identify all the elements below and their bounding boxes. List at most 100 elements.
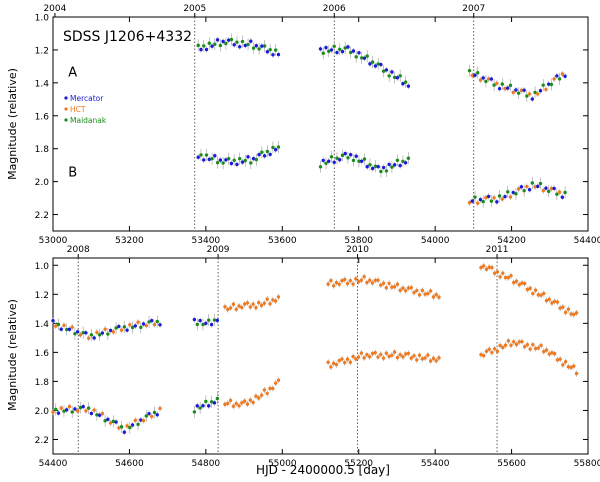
data-point-hct [423, 292, 427, 296]
data-point-hct [404, 352, 408, 356]
data-point-hct [503, 86, 507, 91]
data-point-hct [240, 305, 244, 310]
data-point-mercator [67, 327, 72, 332]
data-point-maidanak [555, 192, 559, 196]
data-point-maidanak [516, 91, 521, 95]
data-point-hct [351, 354, 355, 359]
data-point-mercator [207, 404, 211, 408]
x-tick-label: 55800 [574, 459, 600, 469]
data-point-maidanak [484, 79, 488, 84]
data-point-hct [384, 285, 389, 290]
data-point-mercator [324, 45, 328, 50]
data-point-hct [356, 355, 361, 359]
data-point-hct [370, 351, 375, 356]
data-point-hct [536, 92, 540, 96]
data-point-hct [387, 281, 391, 286]
data-point-maidanak [268, 47, 272, 52]
data-point-maidanak [249, 161, 253, 165]
data-point-hct [525, 287, 530, 292]
data-point-mercator [379, 62, 383, 67]
data-point-hct [522, 344, 527, 349]
data-point-maidanak [204, 153, 209, 157]
data-point-hct [406, 286, 411, 290]
data-point-hct [152, 322, 157, 327]
data-point-hct [417, 353, 422, 358]
data-point-maidanak [224, 41, 228, 46]
x-tick-label: 54400 [39, 459, 68, 469]
data-point-hct [365, 280, 369, 285]
data-point-maidanak [329, 155, 334, 159]
data-point-maidanak [327, 49, 331, 53]
data-point-mercator [84, 331, 88, 335]
data-point-mercator [395, 76, 400, 80]
data-point-hct [572, 312, 576, 317]
x-tick-label: 55000 [268, 459, 297, 469]
data-point-hct [509, 274, 513, 278]
data-point-maidanak [365, 54, 369, 58]
data-point-hct [508, 195, 513, 199]
data-point-hct [257, 396, 261, 400]
data-point-hct [549, 186, 554, 191]
data-point-mercator [114, 420, 118, 424]
data-point-maidanak [546, 189, 551, 194]
data-point-hct [552, 77, 556, 81]
year-label: 2004 [43, 4, 66, 14]
data-point-hct [359, 278, 364, 282]
data-point-maidanak [262, 44, 267, 48]
data-point-hct [519, 88, 524, 93]
legend-marker-maidanak [64, 118, 68, 122]
data-point-hct [428, 289, 433, 293]
data-point-mercator [198, 318, 202, 323]
data-point-mercator [229, 161, 234, 166]
data-point-hct [356, 280, 361, 284]
data-point-hct [531, 291, 535, 296]
y-tick-label: 2.2 [35, 436, 49, 446]
data-point-maidanak [403, 80, 408, 84]
data-point-mercator [218, 158, 223, 162]
data-point-maidanak [398, 74, 402, 78]
data-point-hct [381, 356, 386, 360]
data-point-maidanak [240, 39, 245, 44]
data-point-hct [398, 352, 402, 357]
data-point-hct [251, 302, 255, 306]
data-point-hct [226, 401, 230, 406]
data-point-hct [476, 201, 480, 205]
data-point-mercator [73, 407, 77, 411]
data-point-hct [417, 293, 422, 297]
y-tick-label: 1.2 [35, 291, 49, 301]
x-tick-label: 54800 [192, 459, 221, 469]
data-point-hct [566, 365, 571, 369]
data-point-mercator [260, 44, 264, 48]
data-point-mercator [276, 52, 281, 57]
data-point-maidanak [390, 165, 394, 169]
data-point-mercator [546, 82, 551, 86]
data-point-hct [144, 323, 148, 328]
data-point-mercator [235, 162, 239, 167]
y-tick-label: 1.4 [35, 79, 50, 89]
data-point-maidanak [198, 406, 202, 410]
data-point-maidanak [506, 190, 510, 194]
data-point-hct [237, 404, 241, 408]
data-point-hct [125, 424, 129, 428]
data-point-hct [331, 361, 336, 366]
data-point-maidanak [192, 410, 197, 414]
data-point-maidanak [95, 413, 99, 417]
data-point-hct [395, 355, 400, 360]
data-point-hct [478, 78, 483, 82]
data-point-mercator [75, 330, 80, 334]
data-point-maidanak [549, 82, 554, 87]
data-point-hct [351, 282, 355, 286]
x-tick-label: 54200 [497, 236, 526, 246]
data-point-maidanak [541, 83, 545, 87]
data-point-mercator [321, 158, 325, 163]
data-point-mercator [357, 51, 361, 55]
data-point-mercator [489, 77, 494, 81]
data-point-maidanak [481, 199, 485, 204]
data-point-hct [395, 282, 400, 286]
data-point-hct [541, 188, 545, 193]
data-point-mercator [232, 43, 236, 47]
data-point-mercator [125, 328, 129, 332]
data-point-hct [248, 398, 253, 402]
data-point-mercator [365, 165, 369, 169]
data-point-hct [517, 340, 521, 344]
